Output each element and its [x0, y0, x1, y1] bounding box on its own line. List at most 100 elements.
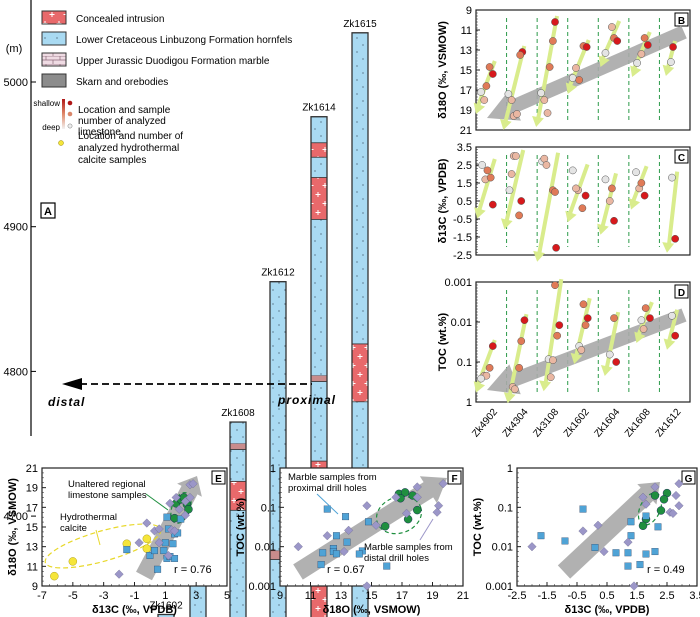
data-point [123, 546, 131, 554]
trend-arrowhead-yellow [533, 250, 545, 262]
x-tick-label: 0.5 [599, 590, 614, 602]
data-point [650, 491, 660, 500]
plot-frame [475, 146, 691, 256]
data-point [432, 507, 442, 517]
trend-arrow-yellow [477, 158, 497, 212]
panel-letter-e: E [215, 474, 222, 485]
data-point [171, 555, 179, 562]
y-axis-label: TOC (wt.%) [437, 312, 449, 371]
data-point [188, 479, 198, 489]
data-point [480, 96, 489, 104]
panel-letter-f: F [451, 474, 457, 485]
data-point [477, 374, 485, 383]
panel-letter-a-box [40, 202, 56, 219]
panel-letter-g: G [685, 474, 693, 485]
drill-hole-outline [310, 116, 328, 617]
data-point [546, 373, 555, 382]
trend-arrowhead-yellow [532, 116, 544, 127]
data-point [142, 534, 152, 543]
data-point [579, 300, 588, 309]
y-tick-label: 19 [460, 105, 472, 117]
panel-d-toc: 0.001 0.01 0.1 1 TOC (wt.%) D Zk4902 Zk4304 Zk31… [437, 277, 691, 440]
data-point [578, 526, 588, 536]
data-point [402, 508, 412, 518]
y-axis-label: δ18O (‰, VSMOW) [437, 21, 449, 119]
legend-swatch-skarn [41, 73, 67, 88]
data-point [605, 350, 614, 359]
x-tick-label: 17 [396, 590, 408, 602]
drill-hole-outline [269, 281, 287, 617]
panel-letter-box [674, 284, 689, 299]
panel-b-oxygen: 9 11 13 15 17 19 21 δ18O (‰, VSMOW) B [437, 5, 691, 137]
x-tick-label: Zk4304 [501, 407, 531, 440]
legend-calcite-label: Location and number of analyzed hydrother… [78, 131, 183, 166]
data-point [293, 542, 303, 552]
data-point [50, 571, 59, 581]
drill-hole-outline [351, 32, 369, 617]
layer-hornfels [311, 116, 327, 143]
data-point [599, 547, 609, 557]
x-tick-label: 19 [426, 590, 438, 602]
data-point [154, 565, 162, 573]
data-point [577, 346, 586, 354]
data-point [114, 569, 124, 579]
annotation-proximal: Marble samples from proximal drill holes [288, 472, 377, 494]
layer-intrusion [311, 142, 327, 158]
trend-arrowhead-yellow [662, 64, 675, 76]
data-point [413, 505, 422, 515]
data-point [515, 363, 523, 372]
data-point [184, 505, 193, 514]
data-point [632, 168, 640, 177]
data-point [170, 526, 180, 536]
data-point [593, 520, 603, 530]
panel-letter-b: B [678, 16, 685, 27]
trend-arrowhead-yellow [474, 207, 486, 219]
data-point [651, 548, 659, 556]
data-point [154, 538, 164, 548]
legend-label-intrusion: Concealed intrusion [76, 14, 164, 25]
x-tick-label: 15 [365, 590, 377, 602]
data-point [543, 109, 552, 117]
data-point [515, 211, 523, 220]
annotation-leader [145, 493, 169, 511]
data-point [668, 508, 678, 518]
data-point [134, 538, 144, 548]
layer-hornfels [230, 510, 246, 617]
data-point [512, 152, 520, 160]
panel-letter-box [674, 149, 689, 164]
data-point [641, 499, 651, 509]
data-point [391, 492, 401, 502]
data-point [485, 363, 494, 372]
layer-hornfels [311, 219, 327, 376]
data-point [477, 88, 485, 96]
data-point [669, 43, 677, 51]
data-point [638, 521, 648, 530]
data-point [364, 518, 372, 526]
legend-dot-deep [67, 123, 73, 129]
panel-letter-box [674, 12, 689, 27]
panel-letter-box [681, 470, 696, 485]
x-tick-label: 1 [162, 590, 168, 602]
data-point [174, 504, 184, 514]
legend-swatch-hornfels [41, 31, 67, 46]
y-tick-label: 0.5 [457, 196, 472, 208]
data-point [412, 492, 422, 502]
trend-arrow-gray [487, 25, 687, 121]
trend-arrowhead-yellow [663, 338, 676, 350]
x-tick-label: 9 [277, 590, 283, 602]
data-point [608, 184, 616, 193]
panel-a-y-ticks: 420043004400450046004700480049005000 [4, 77, 36, 523]
data-point [553, 331, 562, 340]
trend-arrowhead-yellow [634, 331, 646, 344]
trend-arrow-yellow [504, 149, 526, 222]
data-point [668, 311, 676, 320]
x-tick-label: 21 [457, 590, 469, 602]
data-point [486, 173, 495, 182]
y-tick-label: 17 [460, 85, 472, 97]
legend-dot-mid [67, 111, 73, 117]
distal-proximal-arrow: distal proximal [48, 378, 335, 409]
data-point [578, 204, 587, 213]
data-point [488, 342, 497, 350]
data-point [332, 532, 340, 540]
